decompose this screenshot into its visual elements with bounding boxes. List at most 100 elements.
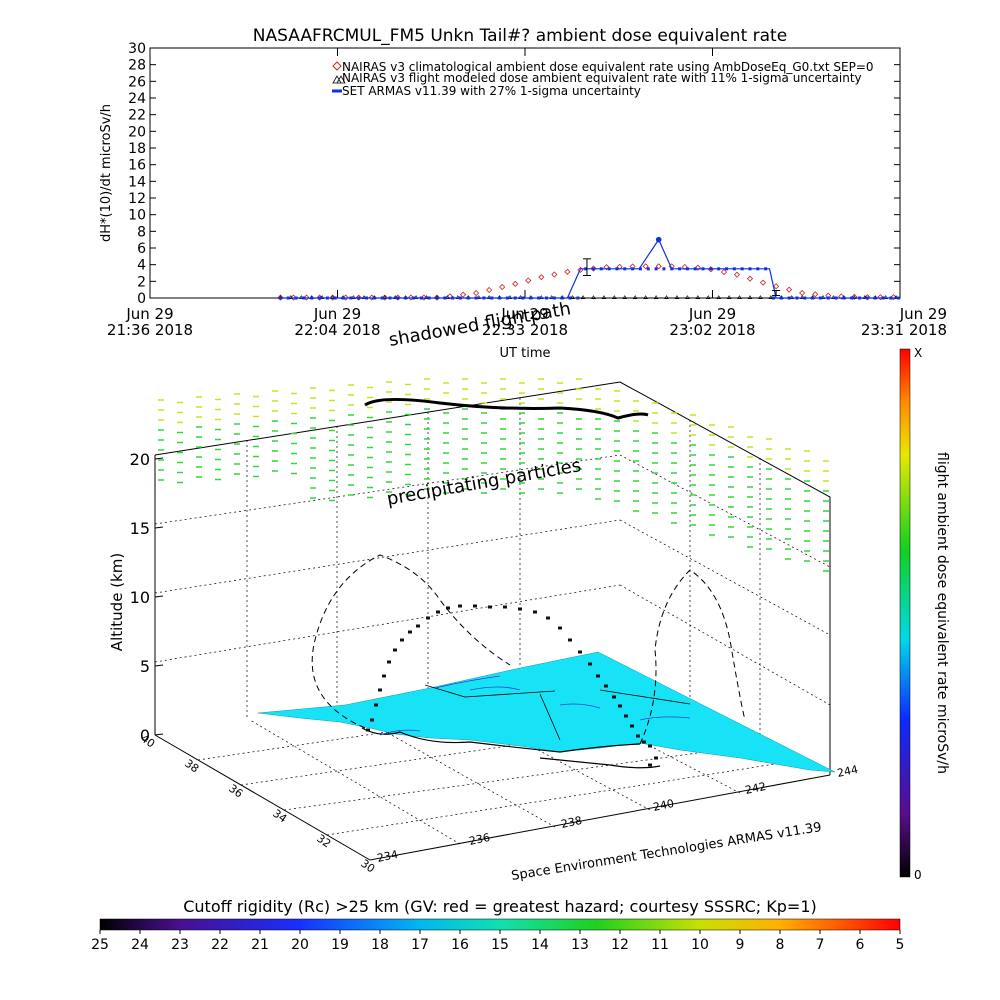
top-y-tick-label: 8 — [137, 224, 146, 240]
legend-entry-nairas-flight: NAIRAS v3 flight modeled dose ambient eq… — [342, 71, 862, 85]
armas-point — [599, 267, 603, 271]
legend-triangle-icon — [332, 75, 346, 84]
nairas-flight-point — [382, 295, 388, 299]
armas-point — [897, 296, 901, 300]
flight-point — [654, 756, 658, 760]
flight-point — [446, 606, 450, 610]
flight-point — [400, 638, 404, 642]
top-x-tick-time: 22:33 2018 — [482, 321, 568, 339]
nairas-flight-point — [622, 295, 628, 299]
altitude-axis-label: Altitude (km) — [108, 553, 126, 651]
flight-point — [518, 607, 522, 611]
longitude-tick-label: 238 — [560, 814, 583, 831]
armas-point — [850, 296, 854, 300]
plot3d-grid — [154, 398, 831, 845]
top-y-tick-label: 6 — [137, 241, 146, 257]
armas-point — [818, 296, 822, 300]
legend-entry-armas: SET ARMAS v11.39 with 27% 1-sigma uncert… — [342, 84, 641, 98]
armas-point — [662, 267, 666, 271]
flight-point — [370, 718, 374, 722]
plot3d-title: Space Environment Technologies ARMAS v11… — [510, 820, 822, 884]
flight-point — [588, 662, 592, 666]
nairas-flight-point — [413, 295, 419, 299]
nairas-clim-point — [694, 264, 701, 271]
nairas-flight-point — [392, 295, 398, 299]
armas-point — [842, 296, 846, 300]
nairas-flight-point — [612, 295, 617, 299]
nairas-flight-point — [486, 295, 492, 299]
nairas-clim-point — [525, 277, 532, 284]
armas-point — [294, 296, 298, 300]
top-y-tick-label: 20 — [128, 124, 146, 140]
armas-series-line — [280, 238, 900, 299]
armas-point — [435, 296, 439, 300]
armas-point — [372, 296, 376, 300]
armas-point — [427, 296, 431, 300]
flight-point — [642, 740, 646, 744]
flight-point — [636, 734, 640, 738]
nairas-clim-point — [486, 286, 493, 294]
nairas-flight-point — [768, 295, 774, 299]
armas-point — [466, 296, 470, 300]
armas-point — [709, 267, 713, 271]
nairas-flight-point — [424, 295, 429, 299]
rigidity-tick-label: 25 — [91, 937, 109, 953]
nairas-flight-point — [330, 295, 335, 299]
nairas-flight-point — [538, 295, 544, 299]
nairas-flight-point — [549, 295, 555, 299]
armas-point — [560, 296, 564, 300]
armas-point — [826, 296, 830, 300]
rigidity-tick-label: 5 — [896, 937, 905, 953]
dose-colorbar — [899, 348, 911, 878]
armas-point — [458, 296, 462, 300]
dose-colorbar-min: 0 — [914, 868, 922, 882]
armas-point — [396, 296, 400, 300]
top-x-tick-time: 21:36 2018 — [107, 321, 193, 339]
armas-point — [278, 296, 282, 300]
top-x-tick-date: Jun 29 — [313, 305, 361, 323]
armas-point — [529, 296, 533, 300]
flight-point — [408, 630, 412, 634]
armas-point — [357, 296, 361, 300]
nairas-clim-point — [642, 263, 649, 270]
armas-point — [584, 267, 588, 271]
flight-point — [630, 724, 634, 728]
armas-point — [646, 267, 650, 271]
nairas-flight-point — [601, 295, 607, 299]
armas-point — [771, 296, 775, 300]
armas-point — [498, 296, 502, 300]
armas-point — [654, 267, 658, 271]
rigidity-tick-label: 24 — [131, 937, 149, 953]
rigidity-tick-label: 11 — [651, 937, 669, 953]
nairas-clim-point — [851, 293, 858, 300]
nairas-flight-point — [799, 295, 805, 299]
latitude-tick-label: 32 — [314, 832, 333, 851]
rigidity-tick-label: 22 — [211, 937, 229, 953]
nairas-clim-point — [564, 268, 571, 275]
coastline — [361, 727, 661, 769]
legend-entry-nairas-clim: NAIRAS v3 climatological ambient dose eq… — [342, 60, 874, 74]
nairas-flight-point — [737, 295, 742, 299]
nairas-clim-point — [890, 294, 897, 301]
rigidity-tick-label: 19 — [331, 937, 349, 953]
armas-point — [365, 296, 369, 300]
nairas-flight-point — [705, 295, 711, 299]
flight-point — [426, 616, 430, 620]
nairas-flight-point — [643, 295, 648, 299]
nairas-flight-point — [570, 295, 575, 299]
longitude-tick-label: 242 — [744, 780, 767, 797]
altitude-tick-label: 10 — [130, 588, 150, 607]
armas-point — [889, 296, 893, 300]
armas-point — [678, 267, 682, 271]
armas-point — [521, 296, 525, 300]
rigidity-tick-label: 10 — [691, 937, 709, 953]
armas-point — [623, 267, 627, 271]
flight-point — [382, 674, 386, 678]
armas-point — [701, 267, 705, 271]
nairas-clim-point — [473, 289, 480, 297]
plot3d-frame — [154, 381, 831, 861]
nairas-flight-point — [789, 295, 795, 299]
flight-point — [604, 684, 608, 688]
